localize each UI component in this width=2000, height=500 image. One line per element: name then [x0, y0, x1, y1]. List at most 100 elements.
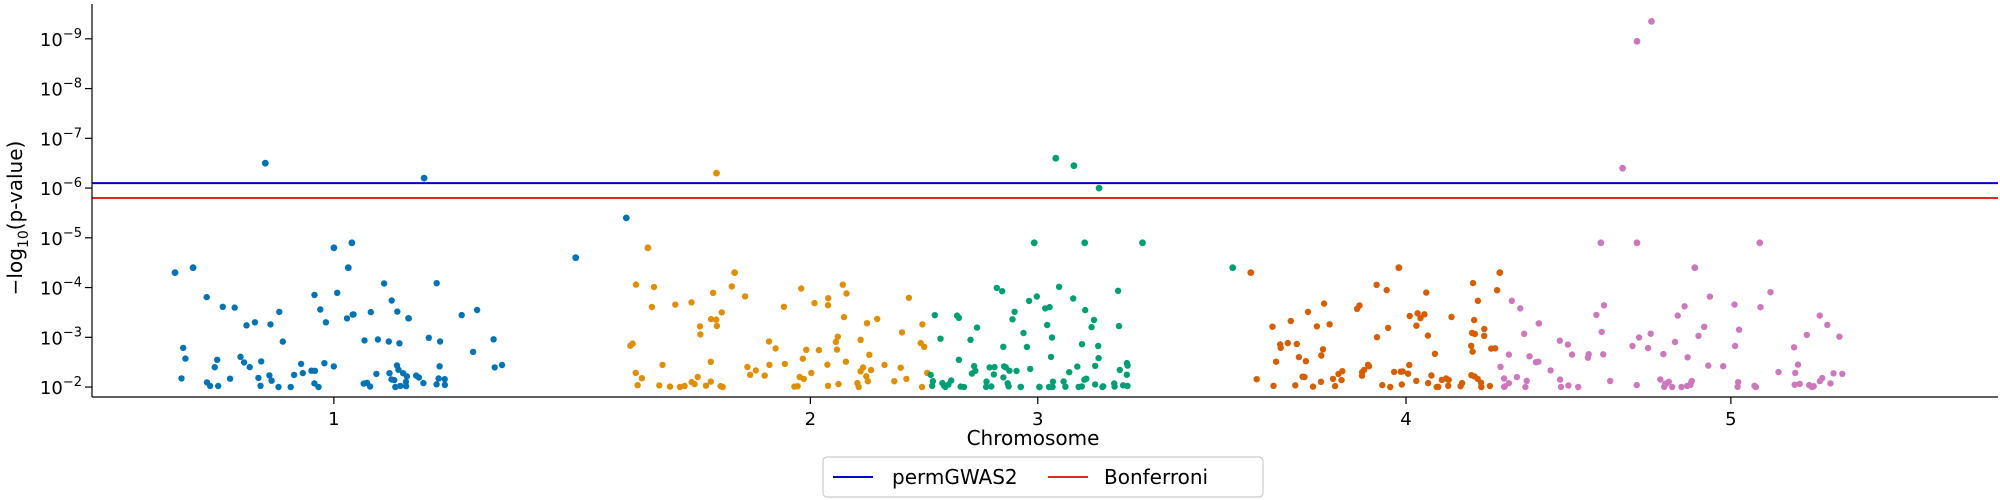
chr1-point [458, 311, 465, 319]
chr5-point [1678, 383, 1685, 391]
chr1-point [403, 373, 411, 380]
chr2-significant-point [644, 244, 652, 252]
chr3-point [1066, 369, 1073, 376]
chr4-point [1445, 376, 1452, 384]
chr5-point [1513, 373, 1521, 381]
chr4-point [1390, 368, 1398, 376]
chr3-point [1114, 287, 1122, 294]
chr4-point [1423, 289, 1430, 296]
chr3-point [1047, 353, 1055, 361]
y-tick-label: 10−4 [40, 276, 82, 300]
chr1-point [433, 280, 440, 287]
chr3-point [1092, 362, 1099, 370]
axes [91, 4, 1998, 398]
chr1-point [396, 340, 403, 347]
chr5-point [1584, 354, 1592, 361]
chr3-point [1009, 316, 1016, 323]
chr2-point [719, 383, 726, 391]
chr1-point [178, 375, 185, 382]
chr5-point [1695, 332, 1702, 340]
chr5-point [1500, 383, 1508, 390]
chr1-point [266, 372, 273, 379]
chr2-point [898, 329, 906, 336]
y-tick-label: 10−7 [40, 126, 82, 150]
chr4-point [1292, 382, 1299, 389]
chr4-point [1493, 287, 1501, 294]
chr2-point [697, 331, 704, 338]
chr1-point [203, 293, 210, 301]
chr4-point [1445, 382, 1452, 389]
chr2-point [808, 369, 815, 377]
chr4-point [1295, 353, 1303, 361]
chr2-point [702, 382, 710, 389]
chr1-point [231, 304, 238, 311]
chr5-point [1565, 382, 1572, 389]
chr1-point [441, 381, 449, 389]
chr4-point [1474, 297, 1482, 304]
chr4-point [1435, 383, 1442, 390]
chr5-point [1629, 342, 1636, 350]
chr2-point [839, 281, 846, 288]
chr5-point [1635, 334, 1643, 341]
chr3-point [931, 312, 938, 319]
chr1-point [237, 353, 244, 360]
chr2-point [761, 372, 768, 379]
chr5-point [1644, 344, 1652, 352]
chr5-point [1830, 370, 1837, 377]
chr5-point [1731, 301, 1738, 308]
chr3-point [1036, 383, 1043, 391]
chr2-point [728, 283, 735, 290]
chr2-point [866, 351, 873, 358]
chr5-significant-point [1648, 18, 1655, 25]
chr2-point [752, 367, 759, 374]
chr3-point [1027, 365, 1034, 373]
chr3-point [1083, 375, 1090, 382]
chr5-point [1684, 354, 1691, 361]
chr1-point [311, 291, 318, 299]
chr5-point [1593, 311, 1600, 319]
chr1-point [251, 319, 259, 326]
chr2-point [843, 290, 850, 297]
x-axis-ticks: 1 2 3 4 5 [328, 397, 1737, 430]
chr1-point [413, 372, 420, 379]
chr1-point [290, 371, 298, 379]
chr5-point [1827, 380, 1834, 387]
chr4-point [1431, 350, 1439, 357]
chr2-point [905, 294, 913, 301]
chr4-point [1320, 300, 1328, 307]
chr1-point [388, 297, 395, 304]
x-tick-label: 2 [805, 409, 816, 430]
chr2-point [741, 293, 749, 300]
chr5-point [1526, 353, 1533, 360]
chr5-point [1683, 382, 1691, 390]
chr3-significant-point [1030, 239, 1038, 247]
y-tick-label: 10−5 [40, 226, 82, 250]
y-tick-label: 10−8 [40, 77, 82, 101]
chr3-point [993, 284, 1000, 292]
chr1-point [490, 336, 497, 343]
chr5-point [1757, 304, 1764, 311]
chr2-point [694, 373, 701, 381]
chr5-significant-point [1633, 37, 1641, 45]
chr4-point [1406, 312, 1413, 320]
chr2-point [629, 340, 636, 347]
chr5-point [1792, 369, 1799, 377]
chr2-point [707, 315, 715, 323]
chr4-point [1326, 321, 1333, 328]
chr1-point [425, 334, 432, 341]
chr2-point [874, 315, 881, 323]
chr4-point [1384, 324, 1392, 332]
chr2-point [825, 295, 832, 302]
chr3-point [986, 364, 993, 371]
chr2-point [676, 383, 684, 391]
chr4-point [1383, 286, 1390, 294]
chr5-point [1557, 383, 1565, 391]
chr5-point [1839, 370, 1846, 377]
chr5-point [1836, 333, 1843, 340]
chr3-point [1099, 383, 1106, 391]
chr1-point [394, 308, 401, 315]
chr1-point [287, 383, 294, 391]
chr4-point [1428, 372, 1435, 379]
chr2-point [648, 303, 656, 311]
